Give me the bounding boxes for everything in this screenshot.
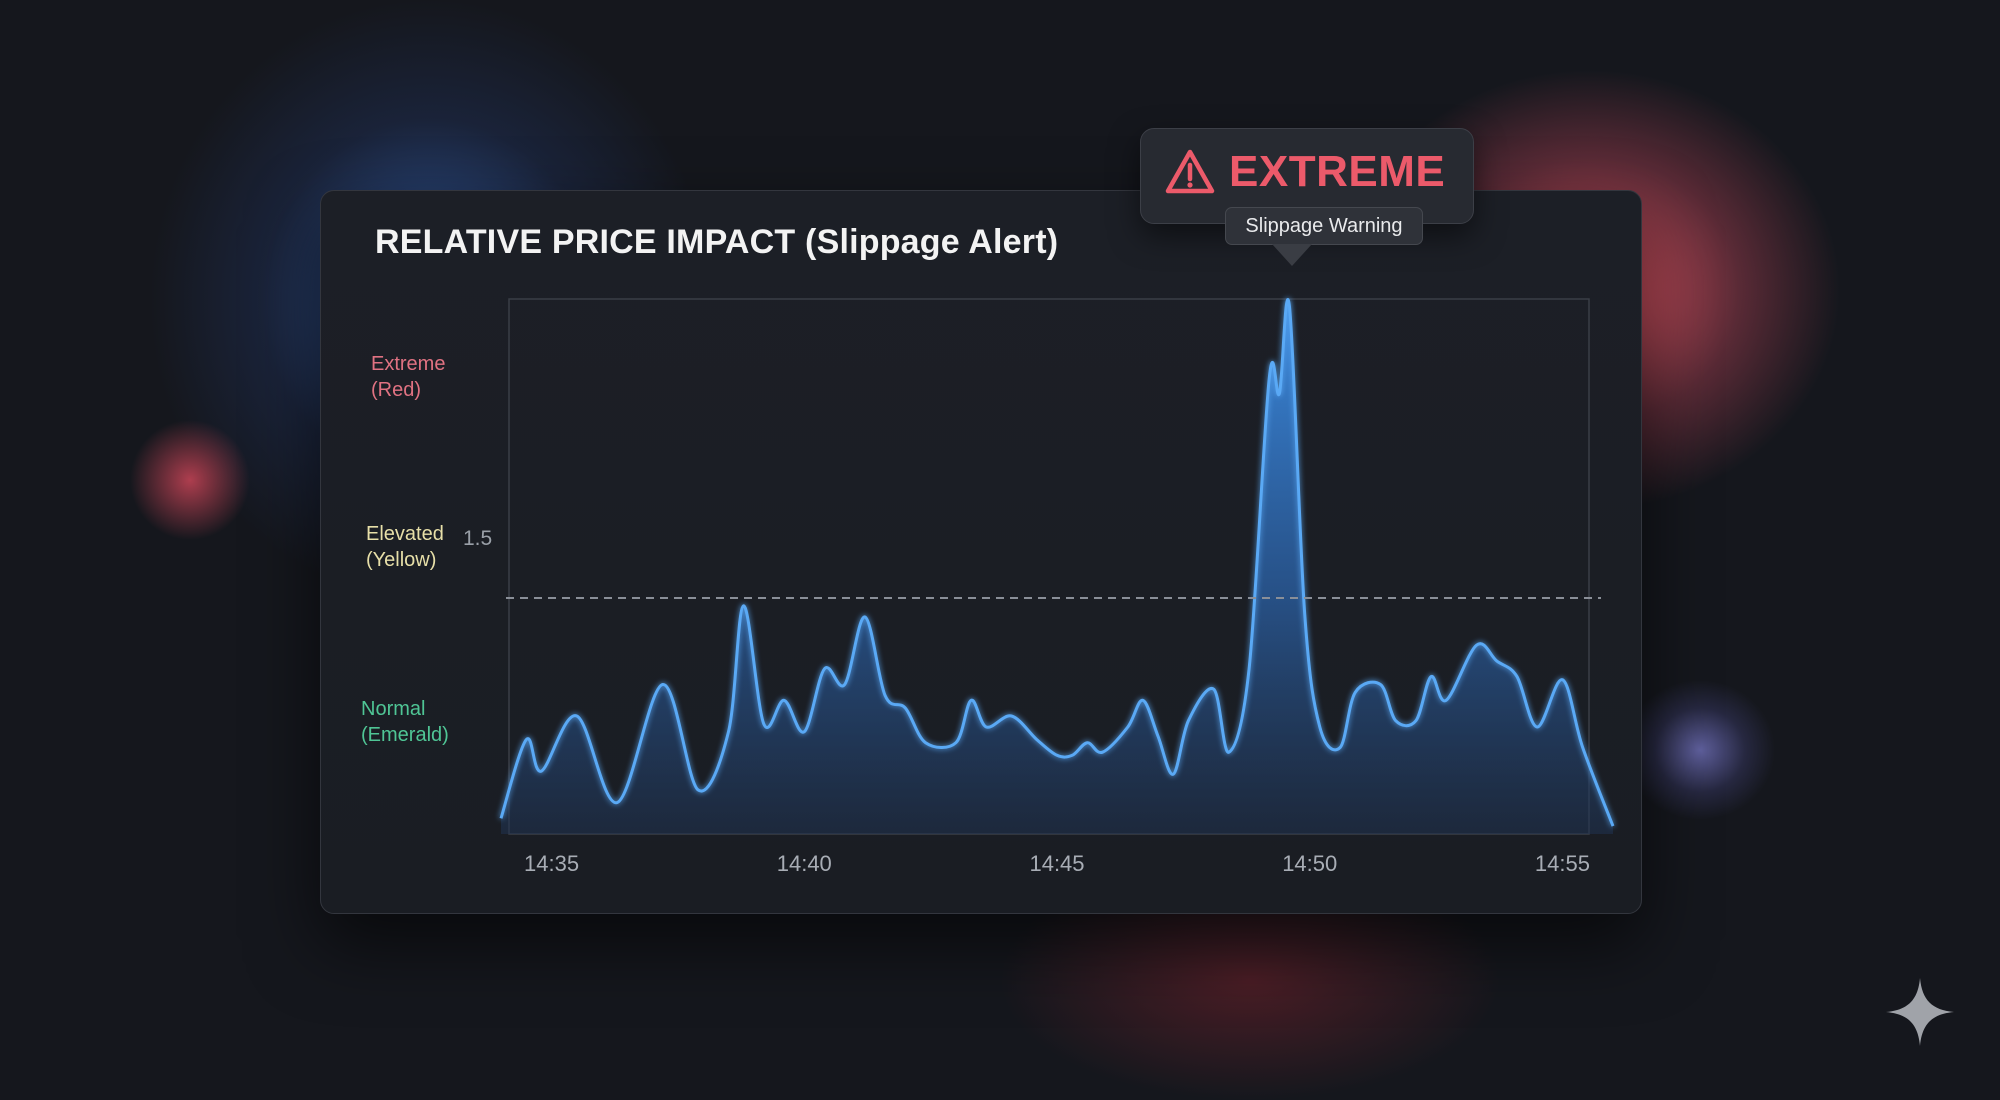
x-tick-label: 14:40 <box>776 851 832 876</box>
x-tick-label: 14:45 <box>1029 851 1085 876</box>
band-label-extreme-color: (Red) <box>371 379 422 401</box>
chart-plot <box>499 298 1615 835</box>
alert-pointer <box>1272 244 1312 266</box>
threshold-label: 1.5 <box>463 527 493 550</box>
band-label-elevated-name: Elevated <box>366 523 444 545</box>
background-glow-dot-blue <box>1625 680 1775 820</box>
alert-title: EXTREME <box>1229 147 1446 196</box>
series-line <box>499 298 1615 827</box>
band-label-extreme-name: Extreme <box>371 353 446 375</box>
band-label-normal: Normal (Emerald) <box>361 696 449 748</box>
band-label-elevated-color: (Yellow) <box>366 549 437 571</box>
sparkle-icon <box>1886 978 1954 1046</box>
band-label-elevated: Elevated (Yellow) <box>366 521 444 573</box>
band-label-normal-color: (Emerald) <box>361 724 449 746</box>
x-tick-label: 14:50 <box>1282 851 1338 876</box>
series-area <box>501 299 1613 835</box>
band-label-extreme: Extreme (Red) <box>371 351 445 403</box>
x-tick-label: 14:35 <box>524 851 580 876</box>
chart-title: RELATIVE PRICE IMPACT (Slippage Alert) <box>375 223 1059 261</box>
x-tick-label: 14:55 <box>1534 851 1590 876</box>
background-glow-dot-red <box>130 420 250 540</box>
warning-triangle-icon <box>1165 149 1215 194</box>
chart-card: RELATIVE PRICE IMPACT (Slippage Alert) E… <box>320 190 1642 914</box>
alert-subtitle: Slippage Warning <box>1225 207 1423 245</box>
band-label-normal-name: Normal <box>361 698 426 720</box>
